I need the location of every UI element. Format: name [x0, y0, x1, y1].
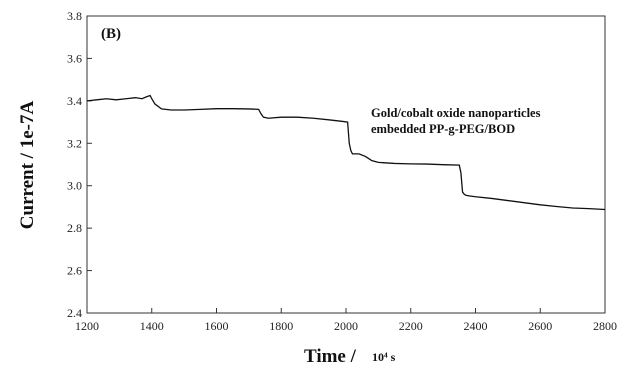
x-tick-label: 1200 [75, 319, 99, 333]
x-axis-ticks: 1200 1400 1600 1800 2000 2200 2400 2600 2800 [75, 308, 617, 333]
y-axis-ticks: 2.4 2.6 2.8 3.0 3.2 3.4 3.6 3.8 [67, 9, 92, 320]
x-tick-label: 2200 [399, 319, 423, 333]
y-tick-label: 3.4 [67, 94, 82, 108]
y-axis-title: Current / 1e-7A [17, 101, 38, 230]
x-tick-label: 2600 [528, 319, 552, 333]
y-tick-label: 3.6 [67, 51, 82, 65]
x-axis-unit: 10⁴ s [372, 350, 396, 364]
panel-label: (B) [101, 26, 121, 42]
y-tick-label: 3.2 [67, 136, 82, 150]
plot-area [86, 15, 606, 314]
x-tick-label: 2000 [334, 319, 358, 333]
y-tick-label: 3.0 [67, 179, 82, 193]
x-tick-label: 2800 [593, 319, 617, 333]
y-tick-label: 2.8 [67, 221, 82, 235]
y-tick-label: 2.4 [67, 306, 82, 320]
annotation-line-1: Gold/cobalt oxide nanoparticles [371, 106, 541, 120]
current-series-line [86, 94, 606, 211]
x-tick-label: 1800 [269, 319, 293, 333]
annotation-line-2: embedded PP-g-PEG/BOD [371, 122, 515, 136]
x-tick-label: 1400 [140, 319, 164, 333]
y-tick-label: 2.6 [67, 264, 82, 278]
x-tick-label: 1600 [205, 319, 229, 333]
x-tick-label: 2400 [464, 319, 488, 333]
y-tick-label: 3.8 [67, 9, 82, 23]
x-axis-title: Time / [304, 346, 357, 367]
